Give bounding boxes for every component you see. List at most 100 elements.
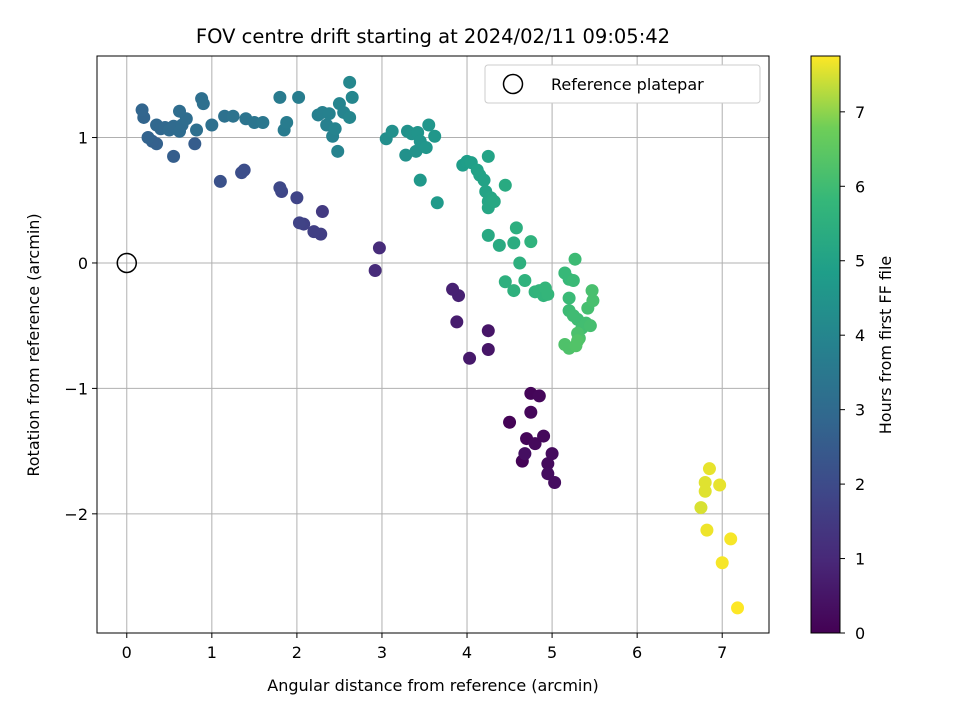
data-point [583, 319, 597, 333]
plot-frame [96, 55, 770, 634]
legend-label: Reference platepar [551, 75, 704, 94]
data-point [541, 287, 555, 301]
data-point [167, 149, 181, 163]
data-point [503, 415, 517, 429]
x-tick-label: 1 [207, 643, 217, 662]
data-point [322, 107, 336, 121]
data-point [173, 104, 187, 118]
colorbar-label: Hours from first FF file [876, 256, 895, 435]
x-tick-label: 5 [547, 643, 557, 662]
data-point [528, 437, 542, 451]
data-point [463, 351, 477, 365]
data-point [731, 601, 745, 615]
data-point [700, 523, 714, 537]
data-point [481, 343, 495, 357]
data-point [481, 324, 495, 338]
x-axis-label: Angular distance from reference (arcmin) [267, 676, 598, 695]
data-point [545, 447, 559, 461]
data-point [492, 238, 506, 252]
data-point [446, 282, 460, 296]
legend-box [484, 64, 761, 104]
colorbar-gradient [810, 55, 841, 634]
x-tick-label: 4 [462, 643, 472, 662]
data-point [524, 235, 538, 249]
colorbar-tick-label: 0 [855, 624, 865, 643]
data-point [541, 457, 555, 471]
data-point [280, 115, 294, 129]
colorbar-tick-label: 6 [855, 177, 865, 196]
colorbar-ticks: 0 1 2 3 4 5 6 7 [840, 103, 865, 643]
colorbar-tick-label: 3 [855, 401, 865, 420]
legend: Reference platepar [484, 64, 761, 104]
data-point [507, 284, 521, 298]
data-point [585, 284, 599, 298]
data-point [385, 124, 399, 138]
data-point [566, 274, 580, 288]
data-point [481, 149, 495, 163]
data-point [509, 221, 523, 235]
x-tick-label: 0 [122, 643, 132, 662]
x-tick-label: 3 [377, 643, 387, 662]
x-tick-label: 2 [292, 643, 302, 662]
data-point [190, 123, 204, 137]
data-point [273, 90, 287, 104]
data-point [562, 291, 576, 305]
colorbar-tick-label: 5 [855, 252, 865, 271]
data-point [292, 90, 306, 104]
data-point [235, 166, 249, 180]
data-point [428, 129, 442, 143]
data-point [345, 90, 359, 104]
data-point [507, 236, 521, 250]
scatter-points [135, 75, 745, 615]
data-point [537, 429, 551, 443]
data-point [694, 501, 708, 515]
data-point [226, 109, 240, 123]
data-point [292, 216, 306, 230]
data-point [713, 478, 727, 492]
data-point [524, 405, 538, 419]
data-point [343, 75, 357, 89]
y-tick-label: 1 [78, 129, 88, 148]
legend-marker [502, 73, 524, 95]
data-point [331, 144, 345, 158]
data-point [498, 178, 512, 192]
data-point [307, 225, 321, 239]
colorbar-tick-label: 7 [855, 103, 865, 122]
data-point [541, 467, 555, 481]
data-point [196, 97, 210, 111]
chart-title: FOV centre drift starting at 2024/02/11 … [196, 25, 670, 48]
data-point [518, 447, 532, 461]
data-point [188, 137, 202, 151]
data-point [532, 389, 546, 403]
data-point [450, 315, 464, 329]
data-point [724, 532, 738, 546]
data-point [477, 173, 491, 187]
data-point [498, 275, 512, 289]
data-point [213, 174, 227, 188]
colorbar-tick-label: 1 [855, 550, 865, 569]
data-point [513, 256, 527, 270]
data-point [141, 131, 155, 145]
x-axis-ticks: 0 1 2 3 4 5 6 7 [122, 633, 727, 662]
y-tick-label: −2 [64, 505, 88, 524]
data-point [419, 141, 433, 155]
data-point [409, 144, 423, 158]
y-axis-label: Rotation from reference (arcmin) [24, 213, 43, 476]
grid-lines [97, 56, 769, 633]
data-point [399, 148, 413, 162]
data-point [518, 274, 532, 288]
data-point [413, 173, 427, 187]
data-point [290, 191, 304, 205]
data-point [205, 118, 219, 132]
reference-marker [116, 252, 138, 274]
data-point [586, 294, 600, 308]
data-point [422, 118, 436, 132]
data-point [343, 110, 357, 124]
data-point [430, 196, 444, 210]
data-point [481, 228, 495, 242]
colorbar-tick-label: 2 [855, 475, 865, 494]
data-point [702, 462, 716, 476]
y-axis-ticks: −2 −1 0 1 [64, 129, 97, 524]
data-point [135, 103, 149, 117]
x-tick-label: 6 [632, 643, 642, 662]
